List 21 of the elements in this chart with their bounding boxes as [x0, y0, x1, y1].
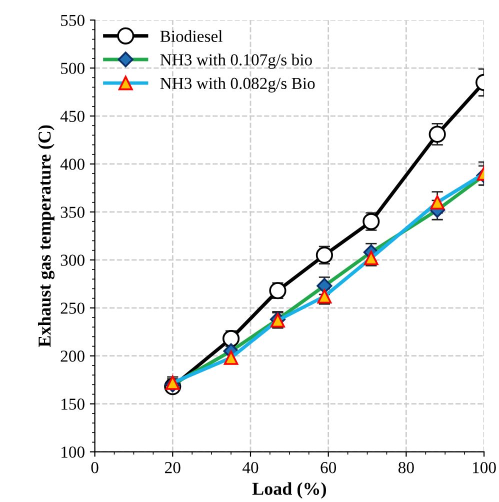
y-tick-label: 200 — [60, 350, 84, 362]
x-tick-label: 40 — [242, 462, 258, 474]
legend-label: NH3 with 0.082g/s Bio — [160, 77, 315, 92]
y-tick-label: 500 — [61, 62, 84, 74]
x-tick-label: 0 — [91, 462, 98, 474]
y-tick-label: 450 — [60, 110, 84, 122]
y-tick-label: 100 — [62, 446, 84, 458]
y-tick-label: 250 — [60, 302, 84, 314]
x-tick-label: 80 — [398, 462, 414, 474]
y-axis-title: Exhaust gas temperature (C) — [38, 125, 55, 348]
x-axis-title: Load (%) — [252, 482, 326, 499]
y-tick-label: 300 — [60, 254, 84, 266]
legend-label: Biodiesel — [160, 30, 222, 42]
x-tick-label: 60 — [320, 462, 336, 474]
legend-label: NH3 with 0.107g/s bio — [160, 54, 312, 69]
x-tick-label: 100 — [472, 462, 496, 474]
y-tick-label: 400 — [60, 158, 84, 170]
y-tick-label: 150 — [62, 398, 84, 410]
y-tick-label: 550 — [61, 14, 84, 26]
x-tick-label: 20 — [165, 462, 180, 474]
y-tick-label: 350 — [60, 206, 84, 218]
